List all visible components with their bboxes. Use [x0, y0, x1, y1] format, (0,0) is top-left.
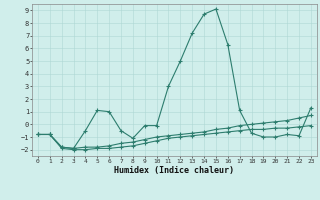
X-axis label: Humidex (Indice chaleur): Humidex (Indice chaleur) [115, 166, 234, 175]
